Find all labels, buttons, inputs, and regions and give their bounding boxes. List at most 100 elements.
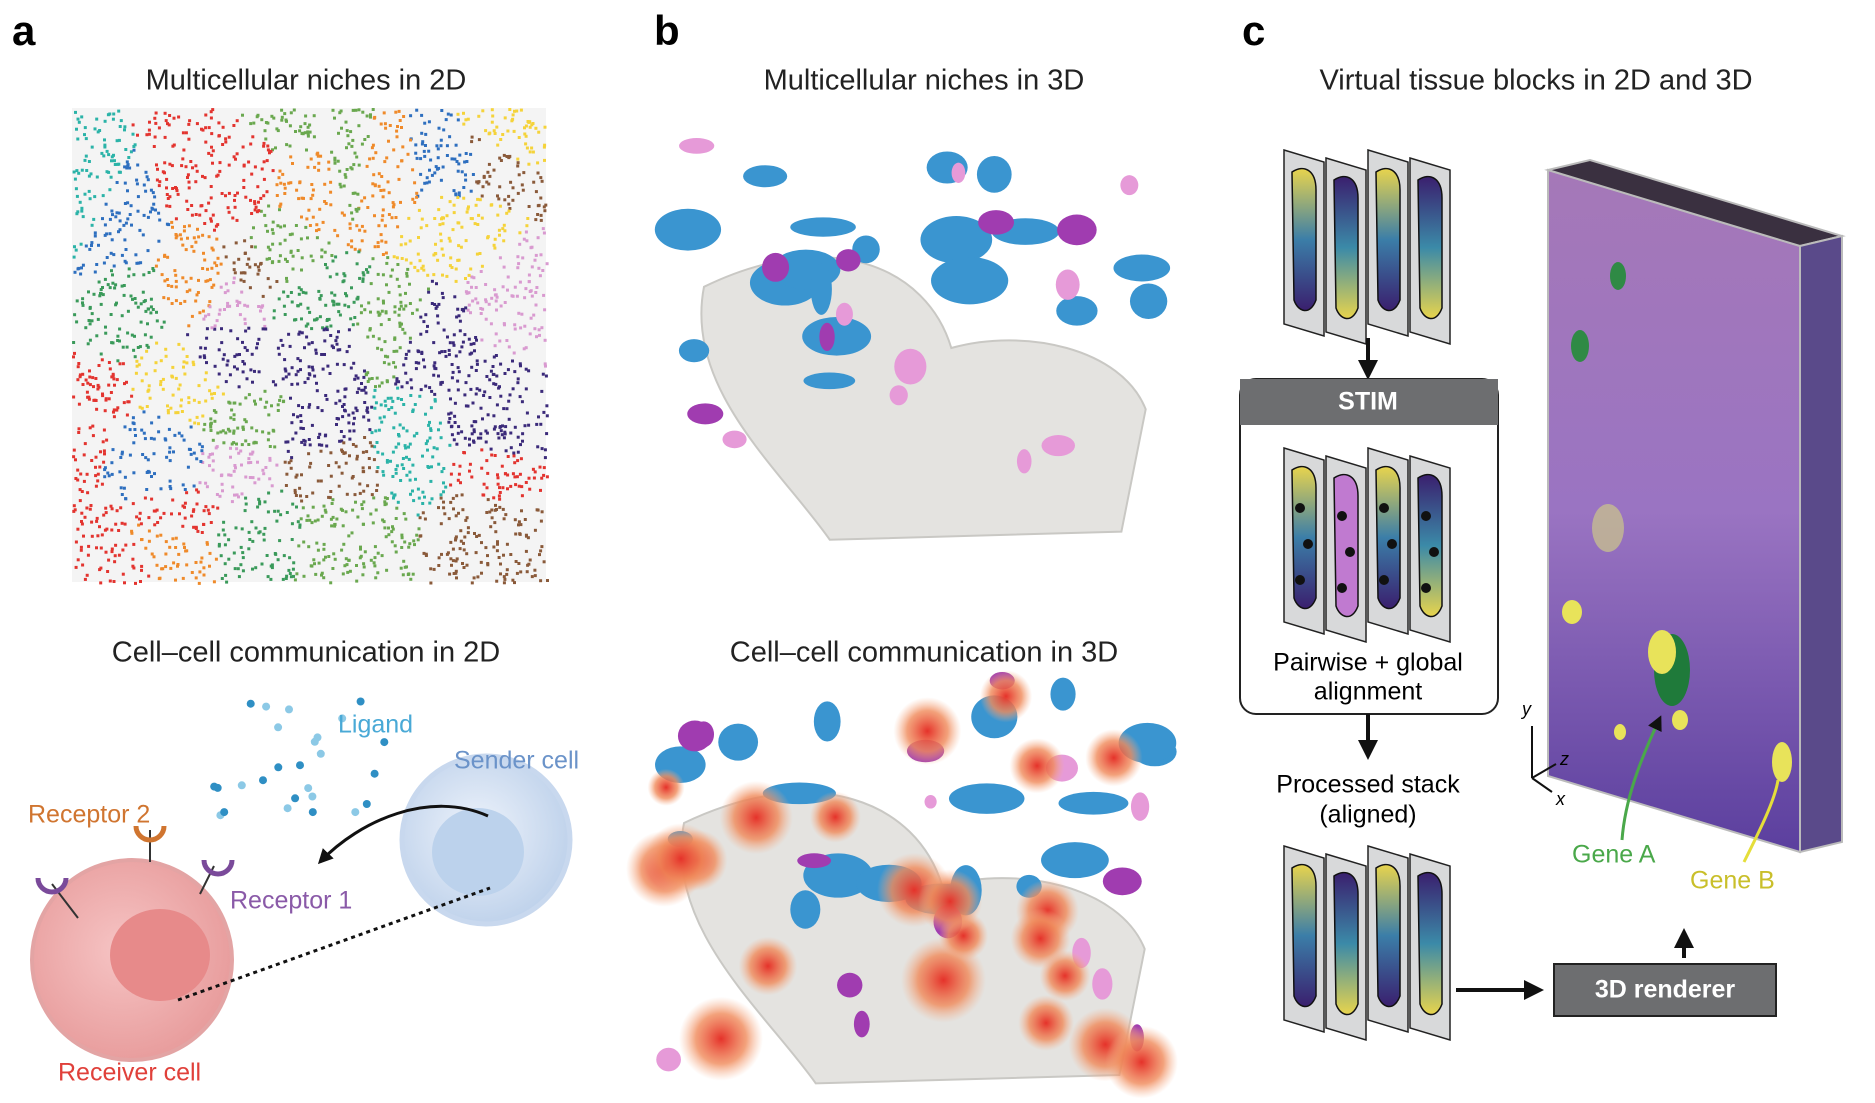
- cell-dot: [378, 416, 382, 420]
- signal-hotspot: [917, 869, 983, 934]
- cell-dot: [280, 108, 284, 112]
- cell-dot: [531, 467, 535, 471]
- cell-dot: [342, 213, 346, 217]
- cell-dot: [152, 555, 156, 559]
- cell-dot: [311, 259, 315, 263]
- cell-dot: [194, 299, 198, 303]
- cell-dot: [300, 331, 304, 335]
- cell-dot: [505, 407, 509, 411]
- cell-dot: [113, 554, 117, 558]
- cell-dot: [244, 502, 248, 506]
- cell-dot: [329, 203, 333, 207]
- cell-dot: [389, 274, 393, 278]
- cell-dot: [347, 328, 351, 332]
- cell-dot: [297, 404, 301, 408]
- cell-dot: [259, 397, 263, 401]
- panel-title: Multicellular niches in 3D: [764, 65, 1085, 97]
- cell-dot: [315, 229, 318, 233]
- cell-dot: [88, 338, 92, 342]
- cell-dot: [435, 167, 439, 171]
- cell-dot: [120, 253, 124, 257]
- cell-dot: [277, 176, 281, 180]
- cell-dot: [252, 121, 256, 125]
- cell-dot: [363, 138, 367, 141]
- cell-dot: [222, 520, 226, 524]
- cell-dot: [499, 159, 503, 162]
- cell-dot: [373, 564, 377, 568]
- cell-dot: [363, 196, 367, 200]
- cell-dot: [204, 399, 208, 403]
- cell-dot: [534, 190, 538, 194]
- cell-dot: [345, 129, 349, 133]
- cell-dot: [396, 225, 400, 229]
- cell-dot: [349, 166, 353, 170]
- cell-dot: [314, 318, 318, 322]
- cell-dot: [222, 353, 226, 357]
- cell-dot: [379, 233, 383, 237]
- cell-dot: [519, 364, 522, 368]
- cell-dot: [317, 228, 321, 232]
- cell-dot: [189, 425, 193, 429]
- cell-dot: [454, 267, 458, 271]
- cell-dot: [206, 267, 209, 271]
- cell-dot: [464, 306, 468, 310]
- cell-dot: [89, 504, 93, 507]
- cell-dot: [278, 169, 282, 173]
- cell-dot: [119, 456, 123, 459]
- cell-dot: [103, 143, 107, 147]
- cell-dot: [297, 197, 301, 201]
- cell-dot: [457, 194, 461, 198]
- cell-dot: [212, 283, 216, 287]
- cell-dot: [159, 380, 163, 383]
- cell-dot: [90, 312, 94, 316]
- cell-dot: [485, 459, 489, 463]
- cell-dot: [492, 129, 496, 133]
- cell-dot: [79, 472, 83, 476]
- cell-dot: [439, 436, 443, 440]
- cell-dot: [408, 282, 411, 286]
- cell-dot: [355, 209, 359, 213]
- cell-dot: [190, 213, 194, 217]
- cell-dot: [284, 375, 288, 379]
- cell-dot: [494, 299, 498, 303]
- cell-dot: [444, 118, 448, 122]
- cell-dot: [462, 566, 466, 569]
- cell-dot: [153, 116, 157, 120]
- cell-dot: [203, 422, 207, 426]
- cell-dot: [464, 381, 468, 385]
- cell-dot: [420, 131, 424, 135]
- cell-dot: [413, 265, 417, 269]
- section: [1333, 871, 1359, 1016]
- cell-dot: [496, 432, 500, 436]
- cell-dot: [457, 162, 461, 166]
- cell-dot: [447, 236, 451, 240]
- cell-dot: [394, 365, 397, 369]
- cell-dot: [415, 156, 419, 160]
- cell-dot: [333, 293, 337, 297]
- cell-dot: [204, 209, 208, 213]
- cell-dot: [384, 404, 388, 408]
- cell-dot: [195, 457, 199, 461]
- cell-dot: [434, 252, 438, 256]
- cell-dot: [378, 384, 381, 388]
- cell-dot: [137, 523, 141, 527]
- cell-dot: [294, 373, 298, 377]
- cell-dot: [471, 401, 475, 405]
- cell-dot: [323, 434, 327, 438]
- cell-dot: [449, 411, 453, 415]
- cell-dot: [350, 531, 354, 535]
- cell-dot: [394, 471, 398, 475]
- cell-dot: [490, 508, 494, 512]
- cell-dot: [425, 176, 429, 180]
- cell-dot: [330, 502, 334, 505]
- cell-dot: [207, 151, 211, 155]
- cell-dot: [433, 398, 437, 402]
- cell-dot: [218, 494, 222, 498]
- cell-dot: [402, 115, 406, 118]
- cell-dot: [210, 392, 213, 396]
- cell-dot: [91, 434, 95, 438]
- landmark: [1295, 575, 1305, 585]
- pink-niche: [679, 137, 715, 154]
- cell-dot: [445, 274, 449, 278]
- cell-dot: [248, 538, 252, 541]
